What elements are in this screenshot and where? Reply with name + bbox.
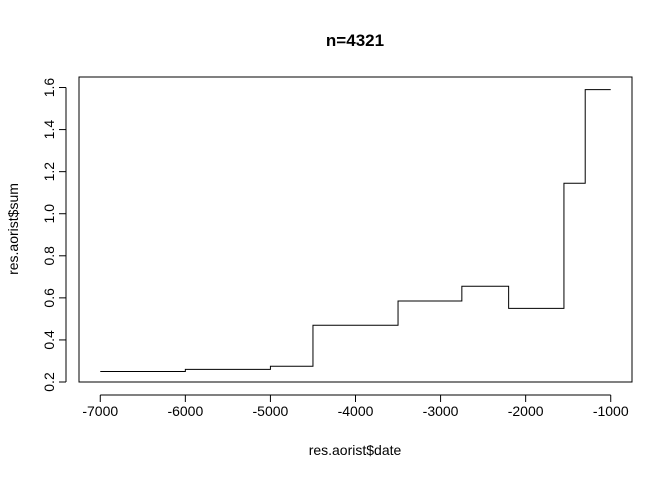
x-tick-label: -3000	[423, 403, 459, 419]
y-tick-label: 0.2	[41, 372, 57, 392]
chart-title: n=4321	[326, 31, 384, 50]
y-tick-label: 0.8	[41, 246, 57, 266]
x-tick-label: -5000	[253, 403, 289, 419]
plot-frame	[78, 76, 633, 383]
x-axis-label: res.aorist$date	[309, 442, 402, 458]
y-axis-label: res.aorist$sum	[5, 183, 21, 275]
y-tick-label: 1.4	[41, 120, 57, 140]
y-tick-label: 0.6	[41, 288, 57, 308]
x-tick-label: -7000	[82, 403, 118, 419]
y-tick-label: 1.6	[41, 78, 57, 98]
x-tick-label: -1000	[593, 403, 629, 419]
series-step-line	[100, 89, 611, 372]
x-tick-label: -4000	[338, 403, 374, 419]
y-tick-label: 1.2	[41, 162, 57, 182]
x-tick-label: -2000	[508, 403, 544, 419]
y-tick-label: 1.0	[41, 204, 57, 224]
y-tick-label: 0.4	[41, 330, 57, 350]
x-axis: -7000 -6000 -5000 -4000 -3000 -2000 -1000	[82, 394, 629, 419]
x-tick-label: -6000	[167, 403, 203, 419]
y-axis: 0.2 0.4 0.6 0.8 1.0 1.2 1.4 1.6	[41, 78, 67, 392]
